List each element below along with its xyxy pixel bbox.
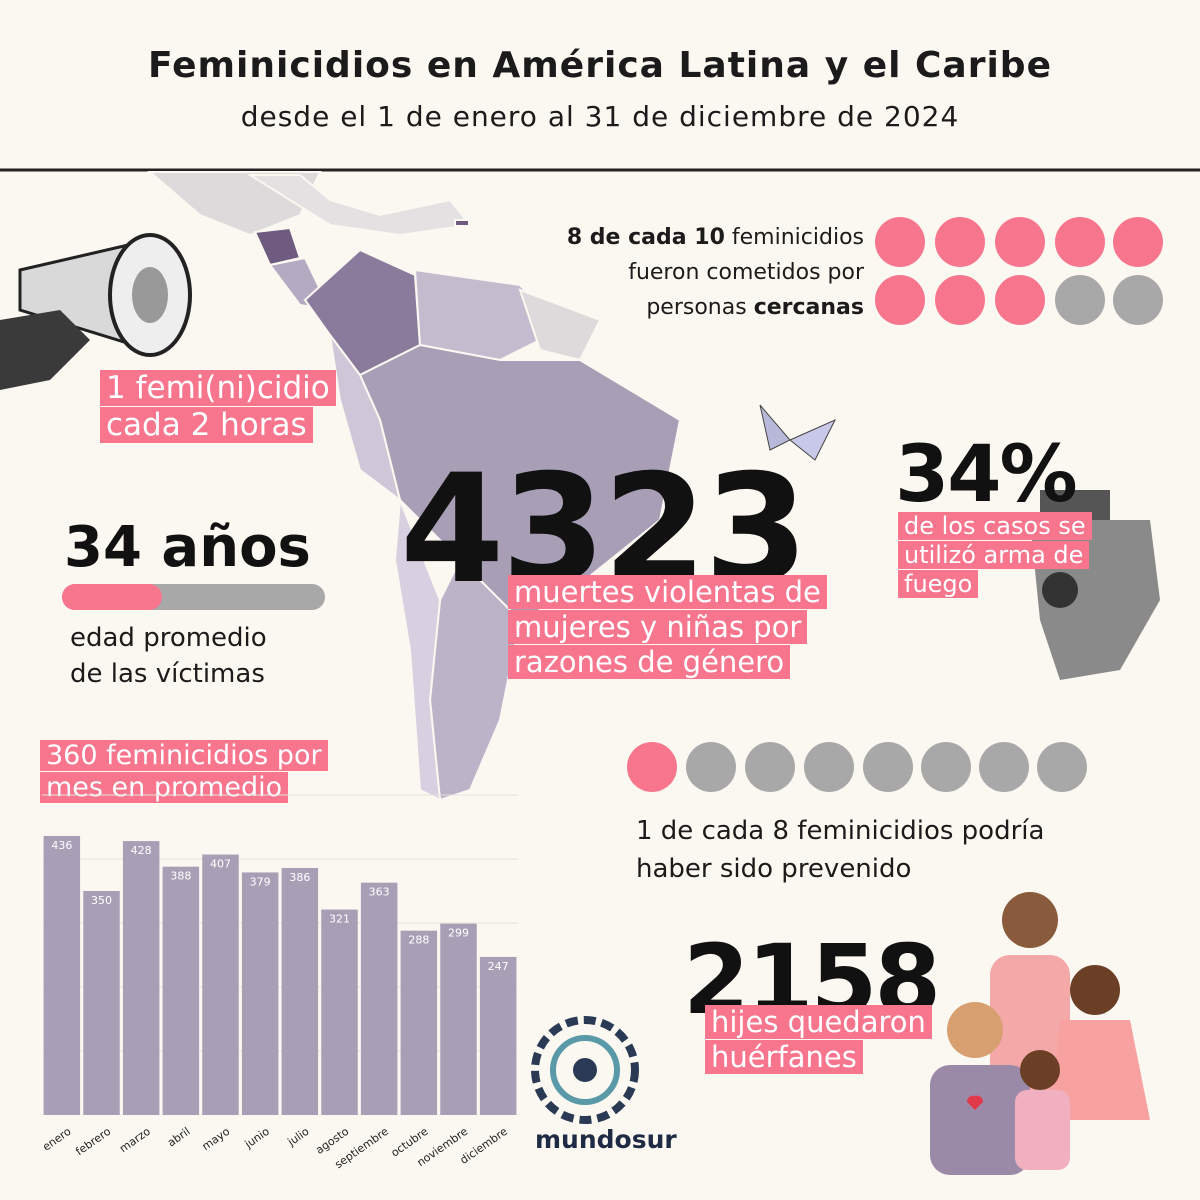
x-tick-label: julio xyxy=(285,1125,312,1149)
x-tick-label: abril xyxy=(165,1125,192,1150)
age-bar xyxy=(62,584,325,610)
bar xyxy=(162,866,200,1115)
value-label: 288 xyxy=(408,934,429,947)
text: haber sido prevenido xyxy=(636,854,912,884)
bar xyxy=(281,867,319,1115)
value-label: 379 xyxy=(250,875,271,888)
bar xyxy=(202,854,239,1115)
highlight-text: mes en promedio xyxy=(40,772,289,804)
highlight-text: huérfanes xyxy=(705,1039,863,1074)
x-tick-label: febrero xyxy=(73,1125,113,1159)
logo-mark xyxy=(531,1016,639,1124)
title: Feminicidios en América Latina y el Cari… xyxy=(148,45,1052,86)
bar xyxy=(479,956,517,1115)
megaphone-illustration xyxy=(0,233,192,390)
value-label: 407 xyxy=(210,858,231,871)
x-tick-label: mayo xyxy=(200,1125,233,1153)
highlight-text: mujeres y niñas por xyxy=(508,609,808,644)
x-tick-label: junio xyxy=(242,1125,272,1152)
value-label: 388 xyxy=(170,870,191,883)
bar xyxy=(321,909,358,1115)
age-number: 34 años xyxy=(64,515,311,580)
rate-block: 1 femi(ni)cidio cada 2 horas xyxy=(100,370,336,444)
bar xyxy=(122,841,160,1115)
prevented-text: 1 de cada 8 feminicidios podría haber si… xyxy=(636,812,1044,888)
bar-chart: 436 enero 350 febrero 428 marzo 388 abril 407 may… xyxy=(40,794,518,1171)
bar xyxy=(241,872,279,1115)
value-label: 428 xyxy=(131,844,152,857)
value-label: 321 xyxy=(329,913,350,926)
dots-close-people xyxy=(875,217,1163,325)
butterfly-illustration xyxy=(759,404,837,461)
highlight-text: hijes quedaron xyxy=(705,1005,932,1039)
highlight-text: cada 2 horas xyxy=(100,407,313,444)
bar xyxy=(400,930,438,1115)
value-label: 436 xyxy=(51,839,72,852)
highlight-text: fuego xyxy=(898,569,979,598)
text: edad promedio xyxy=(70,623,267,653)
highlight-text: 360 feminicidios por xyxy=(40,740,328,771)
bar xyxy=(360,882,398,1115)
subtitle: desde el 1 de enero al 31 de diciembre d… xyxy=(240,100,960,133)
highlight-text: razones de género xyxy=(508,644,791,679)
value-label: 350 xyxy=(91,894,112,907)
map xyxy=(147,171,682,802)
firearm-block: de los casos se utilizó arma de fuego xyxy=(898,512,1092,598)
value-label: 363 xyxy=(369,886,390,899)
orphans-block: hijes quedaron huérfanes xyxy=(705,1005,932,1075)
highlight-text: de los casos se xyxy=(898,512,1092,540)
text: personas xyxy=(646,295,754,320)
text: 1 de cada 8 feminicidios podría xyxy=(636,816,1045,846)
x-tick-label: marzo xyxy=(117,1125,153,1156)
text: feminicidios xyxy=(724,225,864,250)
emphasis: cercanas xyxy=(753,295,864,320)
bar xyxy=(440,923,477,1115)
text: fueron cometidos por xyxy=(628,260,864,285)
emphasis: 8 de cada 10 xyxy=(566,225,725,250)
text: de las víctimas xyxy=(70,659,265,689)
highlight-text: 1 femi(ni)cidio xyxy=(100,370,336,406)
value-label: 299 xyxy=(448,927,469,940)
bar xyxy=(83,891,120,1115)
age-text: edad promedio de las víctimas xyxy=(70,620,267,692)
value-label: 386 xyxy=(289,871,310,884)
total-block: muertes violentas de mujeres y niñas por… xyxy=(508,575,827,679)
bar xyxy=(43,835,81,1115)
close-people-text: 8 de cada 10 feminicidios fueron cometid… xyxy=(567,220,864,325)
monthly-block: 360 feminicidios por mes en promedio xyxy=(40,740,328,805)
value-label: 247 xyxy=(488,960,509,973)
highlight-text: muertes violentas de xyxy=(508,575,827,609)
family-illustration xyxy=(930,892,1150,1175)
x-tick-label: enero xyxy=(40,1125,73,1154)
logo-name: mundosur xyxy=(535,1125,677,1154)
firearm-number: 34% xyxy=(895,430,1078,520)
highlight-text: utilizó arma de xyxy=(898,540,1090,569)
dots-prevented xyxy=(627,742,1087,792)
